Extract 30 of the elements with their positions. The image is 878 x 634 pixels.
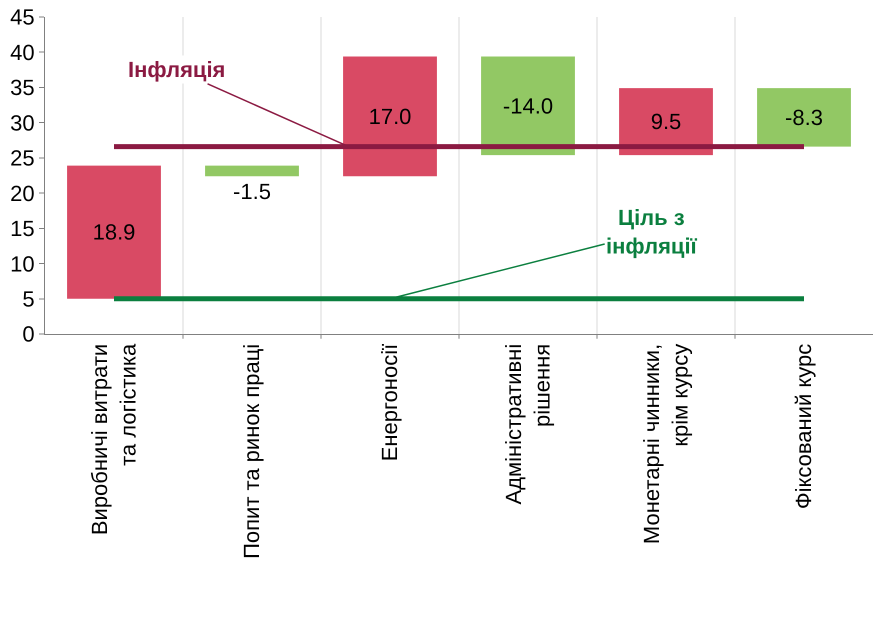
data-label: -1.5	[233, 179, 271, 204]
y-tick-label: 20	[10, 180, 35, 206]
x-tick-label: Попит та ринок праці	[239, 344, 264, 559]
data-label: 18.9	[92, 220, 136, 245]
bar	[619, 88, 713, 156]
x-tick-label: Енергоносії	[377, 344, 402, 462]
ref-line-label: Ціль з інфляції	[606, 205, 698, 259]
ref-line-label: Інфляція	[128, 57, 226, 82]
x-tick-label: Монетарні чинники, крім курсу	[638, 344, 692, 544]
x-tick-label: Фіксований курс	[791, 344, 816, 510]
y-tick-label: 30	[10, 110, 35, 136]
y-tick-label: 25	[10, 146, 35, 171]
y-tick-label: 35	[10, 75, 35, 100]
bar	[481, 56, 575, 156]
x-tick-label: Адміністративні рішення	[500, 344, 554, 505]
bar	[205, 166, 299, 176]
bar	[343, 56, 437, 176]
y-tick-label: 0	[22, 322, 35, 347]
data-label: -14.0	[502, 93, 554, 118]
y-tick-label: 15	[10, 216, 35, 242]
bar	[67, 166, 161, 299]
y-tick-label: 40	[10, 40, 35, 65]
y-tick-label: 45	[10, 4, 35, 30]
data-label: 17.0	[368, 104, 412, 129]
y-tick-label: 10	[10, 251, 35, 276]
data-label: 9.5	[650, 109, 682, 134]
x-tick-label: Виробничі витрати та логістика	[86, 343, 140, 536]
y-tick-label: 5	[22, 286, 35, 312]
data-label: -8.3	[785, 104, 823, 130]
bar	[757, 88, 851, 147]
